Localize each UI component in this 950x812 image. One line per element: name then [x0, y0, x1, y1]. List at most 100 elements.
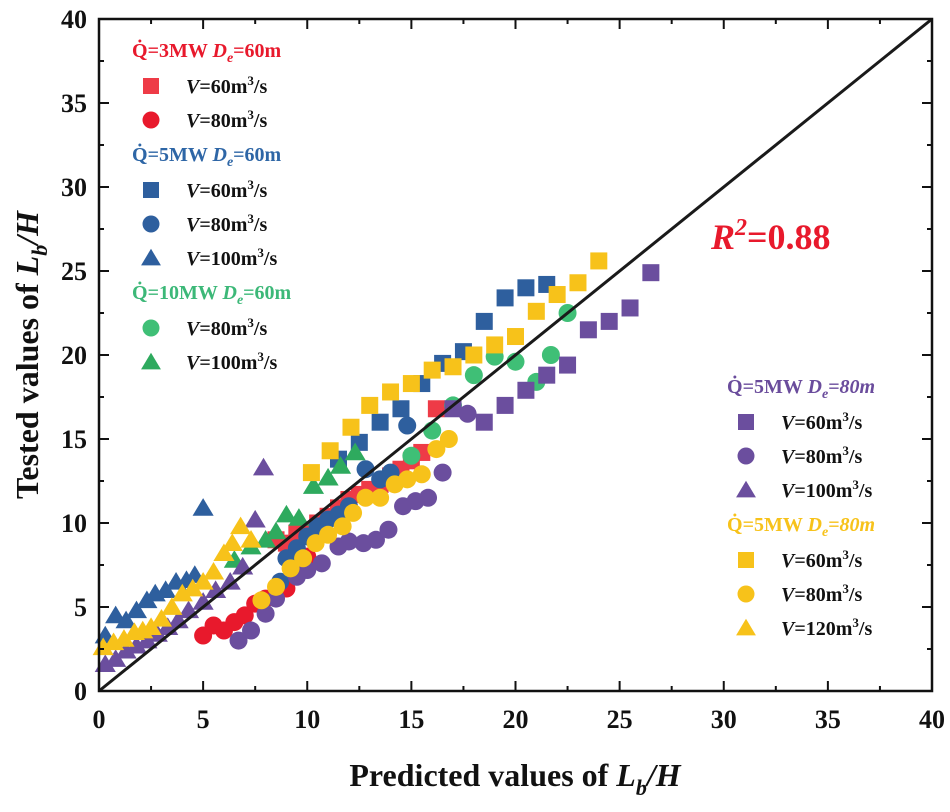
legend-heading-g10: Q̇=10MW De=60m	[132, 280, 292, 308]
point-g5c-square	[590, 252, 608, 270]
point-g5a-circle	[398, 416, 417, 435]
x-tick-label: 30	[711, 705, 737, 734]
point-g5b-circle	[229, 631, 248, 650]
x-tick-label: 5	[197, 705, 210, 734]
legend-marker-g5c-circle	[737, 585, 755, 603]
point-g10-triangle	[344, 442, 366, 461]
point-g5b-circle	[242, 621, 261, 640]
legend-marker-g5a-square	[143, 182, 159, 198]
point-g5b-square	[444, 400, 462, 418]
legend-label-g5c: V=80m3/s	[781, 581, 862, 606]
point-g5b-square	[579, 321, 597, 339]
point-g5c-circle	[356, 488, 375, 507]
point-g10-triangle	[288, 508, 310, 526]
point-g5c-triangle	[240, 530, 262, 548]
x-tick-label: 25	[607, 705, 633, 734]
y-tick-label: 35	[61, 89, 87, 118]
point-g5b-square	[642, 264, 660, 282]
x-tick-label: 10	[294, 705, 320, 734]
legend-label-g5a: V=100m3/s	[186, 245, 277, 270]
point-g10-triangle	[275, 504, 297, 523]
point-g5c-square	[486, 336, 504, 354]
legend-label-g5b: V=80m3/s	[781, 443, 862, 468]
point-g5c-circle	[412, 465, 431, 484]
axis-ticks: 0 5 10 15 20 25 30 35 40 0 5 10 15 20 25 30 35 40	[61, 5, 945, 734]
point-g10-circle	[464, 366, 483, 385]
point-g10-triangle	[330, 456, 352, 474]
point-g5c-triangle	[202, 561, 225, 580]
point-g5c-triangle	[113, 629, 135, 647]
point-g5c-square	[548, 286, 566, 304]
point-g5c-square	[402, 375, 420, 393]
point-g5b-square	[600, 312, 618, 330]
point-g5b-triangle	[244, 509, 266, 528]
point-g5c-square	[342, 418, 360, 436]
point-g5a-triangle	[192, 498, 214, 516]
point-g5b-circle	[366, 530, 385, 549]
x-tick-label: 40	[919, 705, 945, 734]
marks-layer	[92, 252, 660, 672]
point-g5c-triangle	[230, 516, 252, 535]
point-g5a-square	[496, 289, 514, 307]
point-g5c-square	[382, 383, 400, 401]
legend-heading-g5a: Q̇=5MW De=60m	[132, 142, 282, 170]
point-g10-circle	[541, 346, 560, 364]
legend-label-g10: V=100m3/s	[186, 349, 277, 374]
point-g5b-circle	[433, 463, 452, 482]
y-tick-label: 0	[74, 677, 87, 706]
point-g5b-triangle	[219, 572, 241, 590]
point-g5c-circle	[294, 549, 313, 568]
point-g5c-triangle	[213, 543, 235, 562]
y-tick-label: 30	[61, 173, 87, 202]
legend-label-g5a: V=60m3/s	[186, 177, 267, 202]
point-g10-triangle	[317, 467, 339, 486]
x-tick-label: 20	[503, 705, 529, 734]
point-g5b-circle	[339, 532, 358, 551]
r-squared-annotation: R2=0.88	[710, 215, 831, 257]
y-tick-label: 15	[61, 425, 87, 454]
point-g5a-square	[392, 400, 410, 418]
point-g5c-circle	[319, 525, 338, 544]
point-g5c-circle	[371, 488, 390, 507]
legend-marker-g3-square	[143, 78, 159, 94]
legend-marker-g5b-square	[738, 414, 754, 430]
point-g5a-square	[371, 413, 389, 431]
legend-label-g5c: V=60m3/s	[781, 547, 862, 572]
point-g5c-triangle	[192, 572, 214, 590]
point-g10-triangle	[265, 521, 287, 540]
legend-label-g5c: V=120m3/s	[781, 615, 872, 640]
point-g10-triangle	[255, 530, 277, 548]
legend-marker-g10-triangle	[141, 352, 161, 370]
point-g5b-square	[559, 356, 577, 374]
legend-label-g5b: V=100m3/s	[781, 477, 872, 502]
point-g5c-circle	[427, 440, 446, 459]
point-g5a-square	[517, 279, 535, 297]
legend-marker-g5b-circle	[737, 447, 755, 465]
point-g10-circle	[402, 446, 421, 465]
point-g5b-triangle	[192, 592, 214, 610]
point-g5a-triangle	[155, 580, 177, 599]
point-g5b-triangle	[136, 630, 158, 649]
legend-marker-g5a-triangle	[141, 248, 161, 266]
point-g5c-triangle	[161, 597, 183, 615]
legend-heading-g5c: Q̇=5MW De=80m	[727, 512, 875, 540]
legend-label-g10: V=80m3/s	[186, 315, 267, 340]
point-g5c-square	[465, 346, 483, 364]
point-g5c-square	[423, 361, 441, 379]
point-g10-triangle	[302, 476, 325, 494]
y-tick-label: 40	[61, 5, 87, 34]
point-g10-circle	[423, 421, 442, 440]
legend-heading-g3: Q̇=3MW De=60m	[132, 38, 282, 66]
point-g5c-square	[569, 274, 587, 292]
point-g5b-triangle	[252, 457, 275, 476]
point-g5b-triangle	[115, 640, 137, 659]
point-g5a-triangle	[115, 610, 137, 629]
point-g5c-square	[302, 464, 320, 482]
point-g5c-triangle	[221, 533, 243, 551]
point-g5c-triangle	[150, 608, 173, 627]
point-g5c-circle	[333, 517, 352, 536]
point-g5b-square	[621, 299, 639, 317]
point-g3-square	[427, 400, 445, 418]
y-tick-label: 20	[61, 341, 87, 370]
